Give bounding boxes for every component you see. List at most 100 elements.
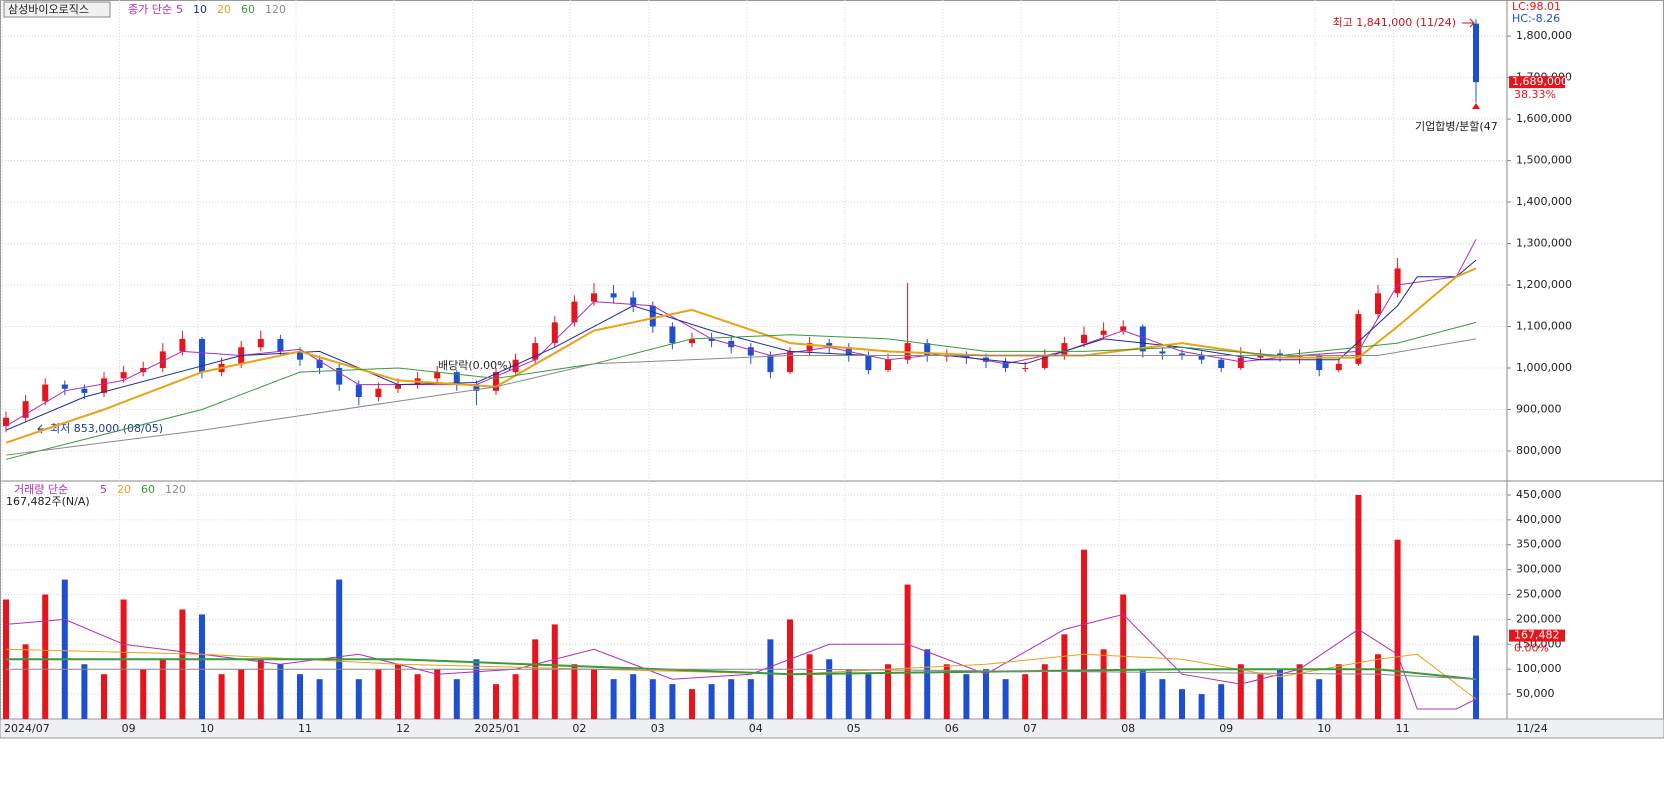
volume-bar: [767, 639, 774, 719]
candle-body: [767, 355, 774, 373]
volume-bar: [1100, 649, 1107, 719]
volume-bar: [297, 674, 303, 719]
volume-bar: [336, 579, 343, 719]
high-arrow: [1462, 18, 1475, 28]
volume-bar: [963, 674, 970, 719]
volume-info: 167,482주(N/A): [6, 495, 90, 508]
candle-body: [512, 359, 519, 373]
candle-body: [101, 378, 107, 393]
volume-bar: [434, 669, 441, 719]
candle-body: [806, 343, 813, 352]
candle-body: [747, 347, 754, 356]
candle-body: [257, 338, 264, 348]
legend-entry: 5: [176, 3, 183, 16]
candle-body: [1394, 268, 1401, 294]
volume-bar: [1139, 669, 1146, 719]
candle-body: [61, 384, 68, 389]
volume-bar: [1081, 549, 1087, 719]
x-tick-label: 07: [1023, 722, 1037, 735]
high-annotation: 최고 1,841,000 (11/24): [1333, 16, 1457, 29]
candle-body: [42, 384, 49, 402]
x-tick-label: 06: [945, 722, 959, 735]
hc: HC:-8.26: [1512, 12, 1560, 25]
low-annotation: 최저 853,000 (08/05): [50, 422, 163, 435]
candle-body: [1120, 326, 1127, 331]
candle-body: [1022, 367, 1029, 369]
volume-bar: [1316, 679, 1323, 719]
volume-bar: [199, 614, 205, 719]
volume-bar: [904, 584, 911, 719]
x-tick-label: 09: [1219, 722, 1233, 735]
volume-bar: [689, 689, 695, 719]
volume-bar: [983, 669, 989, 719]
candle-body: [551, 322, 558, 344]
volume-bar: [473, 659, 480, 719]
candle-body: [1218, 359, 1225, 368]
volume-bar: [806, 654, 813, 719]
legend-entry: 60: [241, 3, 255, 16]
volume-bar: [924, 649, 931, 719]
volume-bar: [1159, 679, 1166, 719]
volume-bar: [61, 579, 68, 719]
volume-bar: [708, 684, 715, 719]
volume-bar: [375, 669, 382, 719]
x-tick-label: 03: [651, 722, 665, 735]
y-tick-label: 1,300,000: [1516, 237, 1572, 250]
merger-annotation: 기업합병/분할(47: [1415, 120, 1498, 133]
dividend-annotation: 배당락(0.00%): [438, 359, 512, 372]
candle-body: [1198, 355, 1205, 360]
candle-body: [1041, 355, 1048, 368]
candle-body: [1179, 353, 1185, 356]
candle-body: [120, 372, 127, 379]
ma-line: [5, 321, 1477, 460]
volume-bar: [1179, 689, 1185, 719]
legend-entry: 120: [265, 3, 286, 16]
candle-body: [885, 359, 891, 371]
candle-body: [649, 305, 656, 327]
candle-body: [277, 338, 284, 352]
volume-bar: [885, 664, 891, 719]
y-tick-label: 250,000: [1516, 588, 1562, 601]
candle-body: [1081, 334, 1087, 344]
volume-bar: [1277, 669, 1283, 719]
candle-body: [826, 343, 833, 348]
ma-line: [6, 668, 1477, 680]
legend-entry: 20: [217, 3, 231, 16]
candle-body: [708, 338, 715, 342]
lc: LC:98.01: [1512, 0, 1561, 13]
price-tag: 1,689,000: [1512, 75, 1568, 88]
volume-bar: [355, 679, 362, 719]
candle-body: [787, 351, 793, 373]
volume-bar: [493, 684, 499, 719]
candle-body: [395, 384, 401, 389]
x-tick-label: 11/24: [1516, 722, 1548, 735]
volume-tag: 167,482: [1514, 629, 1560, 642]
ma-line: [5, 267, 1477, 444]
volume-bar: [551, 624, 558, 719]
y-tick-label: 1,200,000: [1516, 278, 1572, 291]
volume-bar: [22, 644, 29, 719]
x-tick-label: 12: [396, 722, 410, 735]
candle-body: [1100, 330, 1107, 335]
volume-bar: [728, 679, 735, 719]
candle-body: [1473, 23, 1479, 83]
x-axis-strip: [0, 718, 1664, 739]
stock-name: 삼성바이오로직스: [8, 3, 89, 16]
stock-box: [3, 1, 111, 18]
volume-bar: [845, 669, 852, 719]
y-tick-label: 350,000: [1516, 538, 1562, 551]
volume-tag-bg: [1509, 629, 1565, 642]
volume-bar: [649, 679, 656, 719]
y-tick-label: 100,000: [1516, 662, 1562, 675]
volume-bar: [512, 674, 519, 719]
x-tick-label: 02: [572, 722, 586, 735]
volume-bar: [179, 609, 186, 719]
price-legend-label: 종가 단순: [128, 3, 172, 16]
candle-body: [336, 367, 343, 385]
volume-bar: [669, 684, 676, 719]
volume-bar: [1335, 664, 1342, 719]
legend-entry: 5: [100, 483, 107, 496]
ma-line: [5, 338, 1477, 456]
volume-bar: [218, 674, 225, 719]
